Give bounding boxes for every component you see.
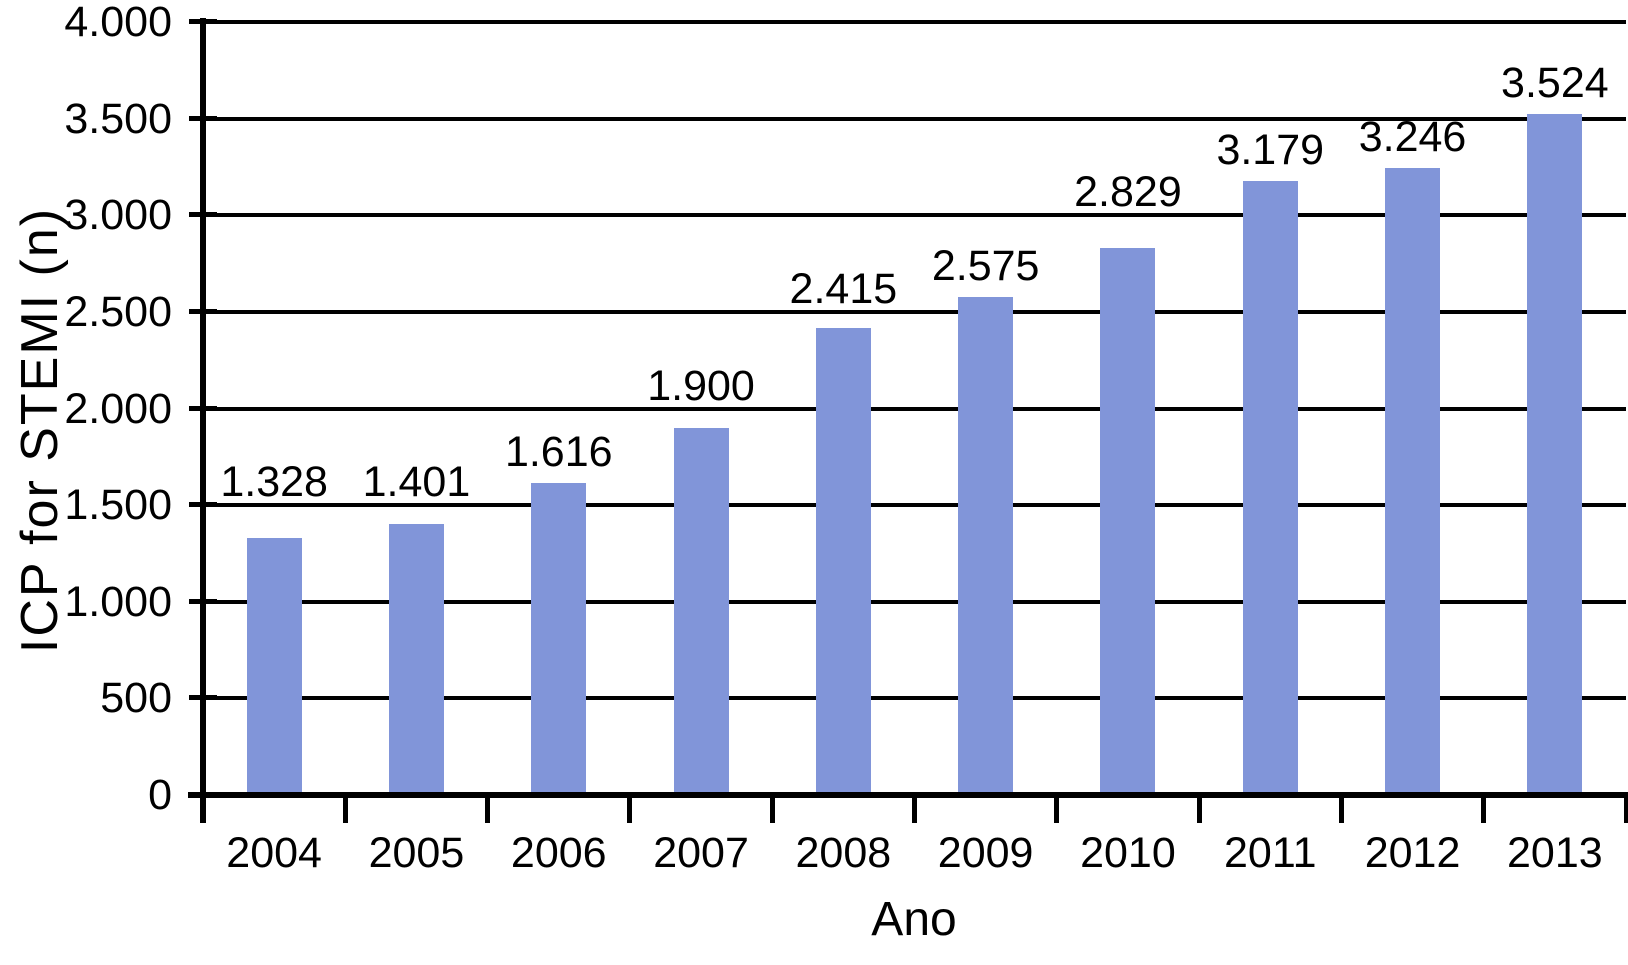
y-tick <box>189 115 217 121</box>
bar-2011 <box>1242 180 1298 792</box>
x-tick-label: 2012 <box>1364 829 1461 877</box>
x-tick <box>342 795 348 823</box>
bar-value-label: 3.246 <box>1358 112 1467 161</box>
gridline <box>203 599 1626 604</box>
x-tick <box>485 795 491 823</box>
y-tick-label: 2.500 <box>64 287 172 336</box>
y-axis-line <box>200 18 206 823</box>
gridline <box>203 213 1626 218</box>
x-tick <box>912 795 917 823</box>
x-tick-label: 2006 <box>510 829 607 877</box>
x-tick <box>1054 795 1060 823</box>
y-tick-label: 4.000 <box>64 0 172 46</box>
bar-2007 <box>673 427 729 792</box>
bar-2005 <box>388 524 444 792</box>
bar-2012 <box>1385 167 1441 792</box>
y-tick-label: 1.000 <box>64 577 172 626</box>
x-tick-label: 2007 <box>653 829 749 877</box>
x-tick-label: 2009 <box>937 829 1034 877</box>
gridline <box>203 503 1626 508</box>
x-tick <box>1623 795 1628 823</box>
bar-value-label: 3.179 <box>1216 125 1325 174</box>
x-tick <box>1338 795 1344 823</box>
bar-2009 <box>958 297 1014 792</box>
gridline <box>203 116 1626 121</box>
bar-value-label: 1.401 <box>362 458 471 507</box>
bar-value-label: 1.328 <box>220 458 328 507</box>
x-axis-line <box>188 792 1628 798</box>
y-tick-label: 3.500 <box>64 94 172 143</box>
x-tick <box>769 795 775 823</box>
x-tick <box>1481 795 1487 823</box>
y-tick <box>189 598 217 604</box>
y-tick <box>189 19 217 24</box>
x-tick <box>1196 795 1202 823</box>
y-tick-label: 0 <box>148 771 172 819</box>
bar-value-label: 3.524 <box>1501 58 1609 107</box>
gridline <box>203 696 1626 701</box>
x-tick-label: 2008 <box>795 829 892 877</box>
bar-2008 <box>815 328 871 792</box>
x-tick-label: 2004 <box>226 829 322 877</box>
bar-value-label: 2.415 <box>789 264 898 313</box>
bar-2004 <box>246 538 302 792</box>
y-tick <box>189 212 217 218</box>
x-tick-label: 2013 <box>1507 829 1603 877</box>
y-tick <box>189 308 217 314</box>
x-tick-label: 2005 <box>368 829 465 877</box>
bar-value-label: 1.616 <box>504 427 613 476</box>
y-tick-label: 3.000 <box>64 191 172 240</box>
bar-value-label: 2.575 <box>931 242 1040 291</box>
y-tick-label: 500 <box>100 674 172 723</box>
x-tick <box>627 795 633 823</box>
y-tick-label: 2.000 <box>64 384 172 433</box>
y-tick <box>189 792 217 797</box>
bar-value-label: 1.900 <box>647 361 755 410</box>
bar-2006 <box>531 482 587 792</box>
y-tick-label: 1.500 <box>64 481 172 530</box>
bar-2010 <box>1100 248 1156 792</box>
gridline <box>203 406 1626 411</box>
y-tick <box>189 405 217 411</box>
x-tick-label: 2011 <box>1224 829 1317 877</box>
bar-2013 <box>1527 113 1583 792</box>
bar-value-label: 2.829 <box>1074 168 1182 217</box>
gridline <box>203 20 1626 24</box>
y-tick <box>189 695 217 701</box>
x-axis-title: Ano <box>871 893 957 946</box>
x-tick-label: 2010 <box>1080 829 1176 877</box>
y-tick <box>189 502 217 508</box>
gridline <box>203 309 1626 314</box>
